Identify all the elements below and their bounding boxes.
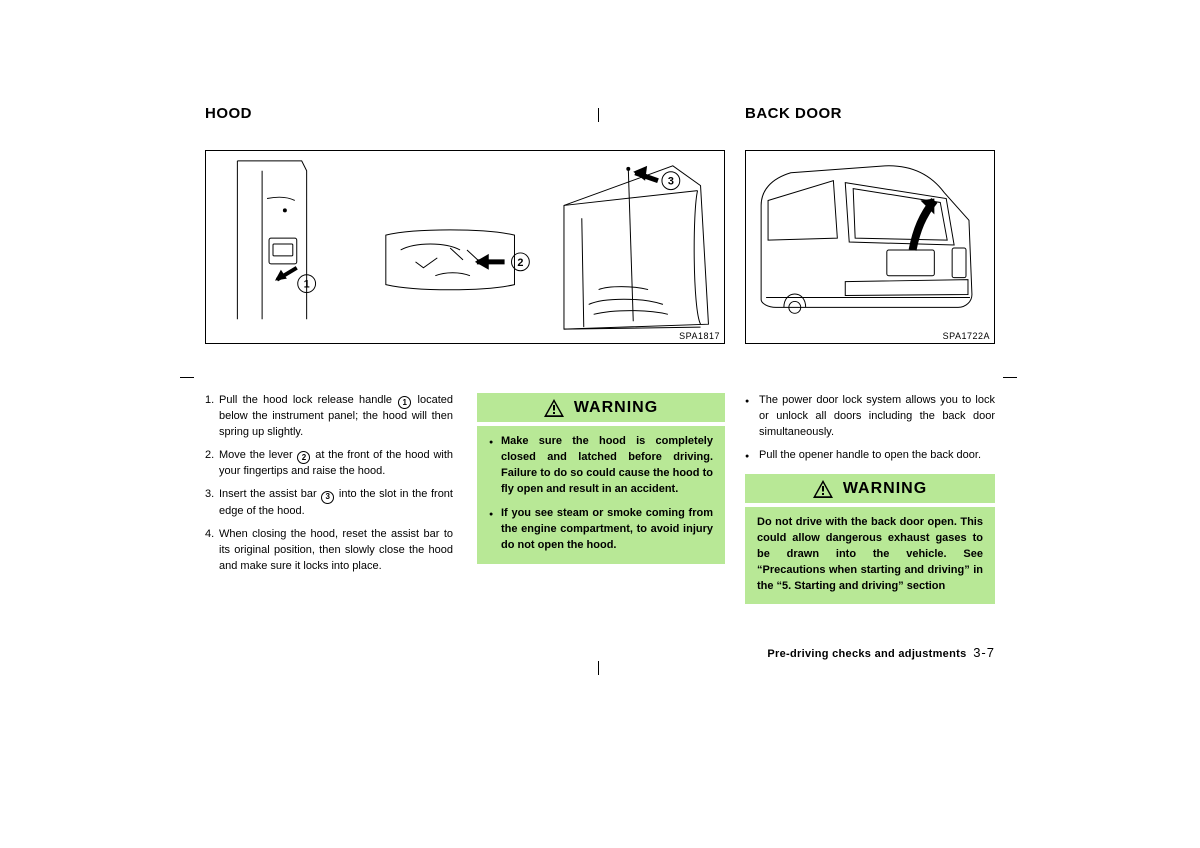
hood-steps: 1. Pull the hood lock release handle 1 l… [205,393,453,581]
callout-3: 3 [668,176,674,188]
warning-triangle-icon [544,399,564,417]
callout-2: 2 [517,257,523,269]
warning-bullet: ● Make sure the hood is completely close… [489,434,713,498]
list-item: ● Pull the opener handle to open the bac… [745,448,995,464]
hood-figure: 1 2 3 SPA1817 [205,150,725,344]
warning-header: WARNING [477,393,725,422]
warning-bullet: ● If you see steam or smoke coming from … [489,506,713,554]
warning-triangle-icon [813,480,833,498]
step-4: 4. When closing the hood, reset the assi… [205,527,453,575]
circled-1-icon: 1 [398,396,411,409]
step-1: 1. Pull the hood lock release handle 1 l… [205,393,453,441]
figure-code: SPA1817 [679,331,720,341]
backdoor-bullets: ● The power door lock system allows you … [745,393,995,464]
hood-illustration: 1 2 3 [206,151,724,343]
backdoor-illustration [746,151,994,343]
page-footer: Pre-driving checks and adjustments 3-7 [745,645,995,660]
crop-mark [180,377,194,378]
hood-body: 1. Pull the hood lock release handle 1 l… [205,393,725,581]
backdoor-heading: BACK DOOR [745,105,995,122]
warning-body: ● Make sure the hood is completely close… [477,426,725,564]
circled-2-icon: 2 [297,451,310,464]
circled-3-icon: 3 [321,491,334,504]
crop-mark [1003,377,1017,378]
warning-body: Do not drive with the back door open. Th… [745,507,995,605]
warning-title: WARNING [843,480,927,498]
backdoor-section: BACK DOOR [745,105,995,344]
warning-title: WARNING [574,399,658,417]
figure-code: SPA1722A [943,331,990,341]
hood-warning: WARNING ● Make sure the hood is complete… [477,393,725,581]
hood-heading: HOOD [205,105,725,122]
step-2: 2. Move the lever 2 at the front of the … [205,448,453,480]
step-3: 3. Insert the assist bar 3 into the slot… [205,487,453,519]
section-name: Pre-driving checks and adjustments [767,648,966,660]
backdoor-figure: SPA1722A [745,150,995,344]
page-number: 3-7 [973,645,995,660]
backdoor-body: ● The power door lock system allows you … [745,393,995,604]
crop-mark [598,661,599,675]
list-item: ● The power door lock system allows you … [745,393,995,441]
warning-header: WARNING [745,474,995,503]
hood-section: HOOD 1 2 [205,105,725,344]
callout-1: 1 [304,279,310,291]
backdoor-warning: WARNING Do not drive with the back door … [745,474,995,605]
